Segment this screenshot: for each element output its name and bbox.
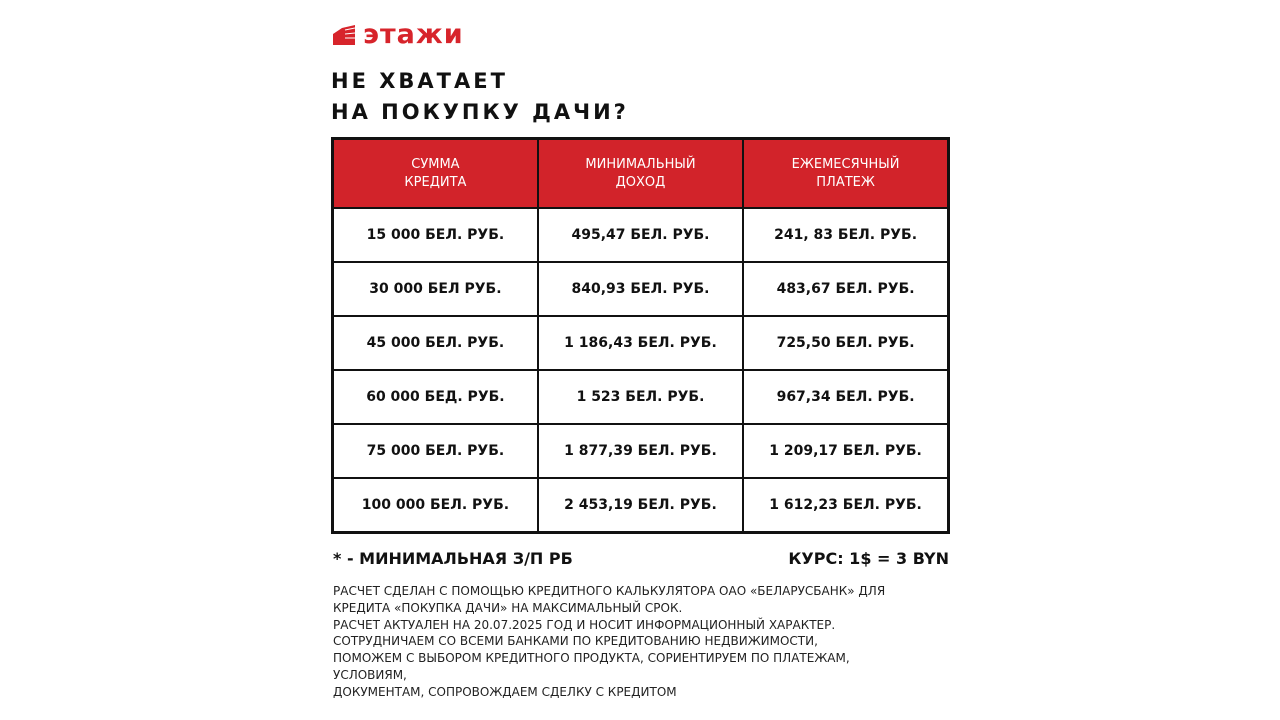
table-row: 60 000 БЕД. РУБ. 1 523 БЕЛ. РУБ. 967,34 БЕ… xyxy=(331,369,950,425)
disclaimer-line: РАСЧЕТ АКТУАЛЕН НА 20.07.2025 ГОД И НОСИ… xyxy=(333,617,836,632)
cell-loan-amount: 45 000 БЕЛ. РУБ. xyxy=(331,315,539,371)
cell-min-income: 1 186,43 БЕЛ. РУБ. xyxy=(536,315,745,371)
brand-name: этажи xyxy=(363,19,464,50)
header-loan-amount: СУММА КРЕДИТА xyxy=(331,137,539,209)
cell-loan-amount: 60 000 БЕД. РУБ. xyxy=(331,369,539,425)
header-monthly-payment: ЕЖЕМЕСЯЧНЫЙ ПЛАТЕЖ xyxy=(742,137,950,209)
disclaimer-line: РАСЧЕТ СДЕЛАН С ПОМОЩЬЮ КРЕДИТНОГО КАЛЬК… xyxy=(333,584,886,598)
cell-loan-amount: 100 000 БЕЛ. РУБ. xyxy=(331,477,539,534)
table-row: 45 000 БЕЛ. РУБ. 1 186,43 БЕЛ. РУБ. 725,50… xyxy=(331,315,950,371)
cell-monthly-payment: 725,50 БЕЛ. РУБ. xyxy=(742,315,950,371)
cell-min-income: 840,93 БЕЛ. РУБ. xyxy=(536,261,745,317)
table-row: 15 000 БЕЛ. РУБ. 495,47 БЕЛ. РУБ. 241, 83 … xyxy=(331,207,950,263)
cell-loan-amount: 15 000 БЕЛ. РУБ. xyxy=(331,207,539,263)
disclaimer-line: УСЛОВИЯМ, xyxy=(333,667,407,682)
table-row: 30 000 БЕЛ РУБ. 840,93 БЕЛ. РУБ. 483,67 БЕ… xyxy=(331,261,950,317)
disclaimer: РАСЧЕТ СДЕЛАН С ПОМОЩЬЮ КРЕДИТНОГО КАЛЬК… xyxy=(333,583,953,701)
table-row: 75 000 БЕЛ. РУБ. 1 877,39 БЕЛ. РУБ. 1 209,… xyxy=(331,423,950,479)
header-min-income: МИНИМАЛЬНЫЙ ДОХОД xyxy=(536,137,745,209)
cell-monthly-payment: 483,67 БЕЛ. РУБ. xyxy=(742,261,950,317)
exchange-rate: КУРС: 1$ = 3 BYN xyxy=(788,549,949,568)
disclaimer-line: ПОМОЖЕМ С ВЫБОРОМ КРЕДИТНОГО ПРОДУКТА, С… xyxy=(333,651,850,666)
disclaimer-line: СОТРУДНИЧАЕМ СО ВСЕМИ БАНКАМИ ПО КРЕДИТО… xyxy=(333,634,818,649)
cell-monthly-payment: 1 612,23 БЕЛ. РУБ. xyxy=(742,477,950,534)
page-title: НЕ ХВАТАЕТ НА ПОКУПКУ ДАЧИ? xyxy=(331,66,629,128)
title-line: НА ПОКУПКУ ДАЧИ? xyxy=(331,100,629,124)
cell-min-income: 2 453,19 БЕЛ. РУБ. xyxy=(536,477,745,534)
cell-monthly-payment: 1 209,17 БЕЛ. РУБ. xyxy=(742,423,950,479)
title-line: НЕ ХВАТАЕТ xyxy=(331,69,508,93)
cell-min-income: 1 877,39 БЕЛ. РУБ. xyxy=(536,423,745,479)
cell-min-income: 495,47 БЕЛ. РУБ. xyxy=(536,207,745,263)
loan-table: СУММА КРЕДИТА МИНИМАЛЬНЫЙ ДОХОД ЕЖЕМЕСЯЧНЫ… xyxy=(331,137,950,534)
cell-loan-amount: 30 000 БЕЛ РУБ. xyxy=(331,261,539,317)
cell-monthly-payment: 241, 83 БЕЛ. РУБ. xyxy=(742,207,950,263)
disclaimer-line: ДОКУМЕНТАМ, СОПРОВОЖДАЕМ СДЕЛКУ С КРЕДИТ… xyxy=(333,684,677,699)
cell-monthly-payment: 967,34 БЕЛ. РУБ. xyxy=(742,369,950,425)
brand-logo: этажи xyxy=(333,20,464,50)
table-header-row: СУММА КРЕДИТА МИНИМАЛЬНЫЙ ДОХОД ЕЖЕМЕСЯЧНЫ… xyxy=(331,137,950,209)
cell-min-income: 1 523 БЕЛ. РУБ. xyxy=(536,369,745,425)
disclaimer-line: КРЕДИТА «ПОКУПКА ДАЧИ» НА МАКСИМАЛЬНЫЙ С… xyxy=(333,600,683,615)
footnote: * - МИНИМАЛЬНАЯ З/П РБ xyxy=(333,549,573,568)
cell-loan-amount: 75 000 БЕЛ. РУБ. xyxy=(331,423,539,479)
table-row: 100 000 БЕЛ. РУБ. 2 453,19 БЕЛ. РУБ. 1 612… xyxy=(331,477,950,534)
building-icon xyxy=(333,25,355,45)
